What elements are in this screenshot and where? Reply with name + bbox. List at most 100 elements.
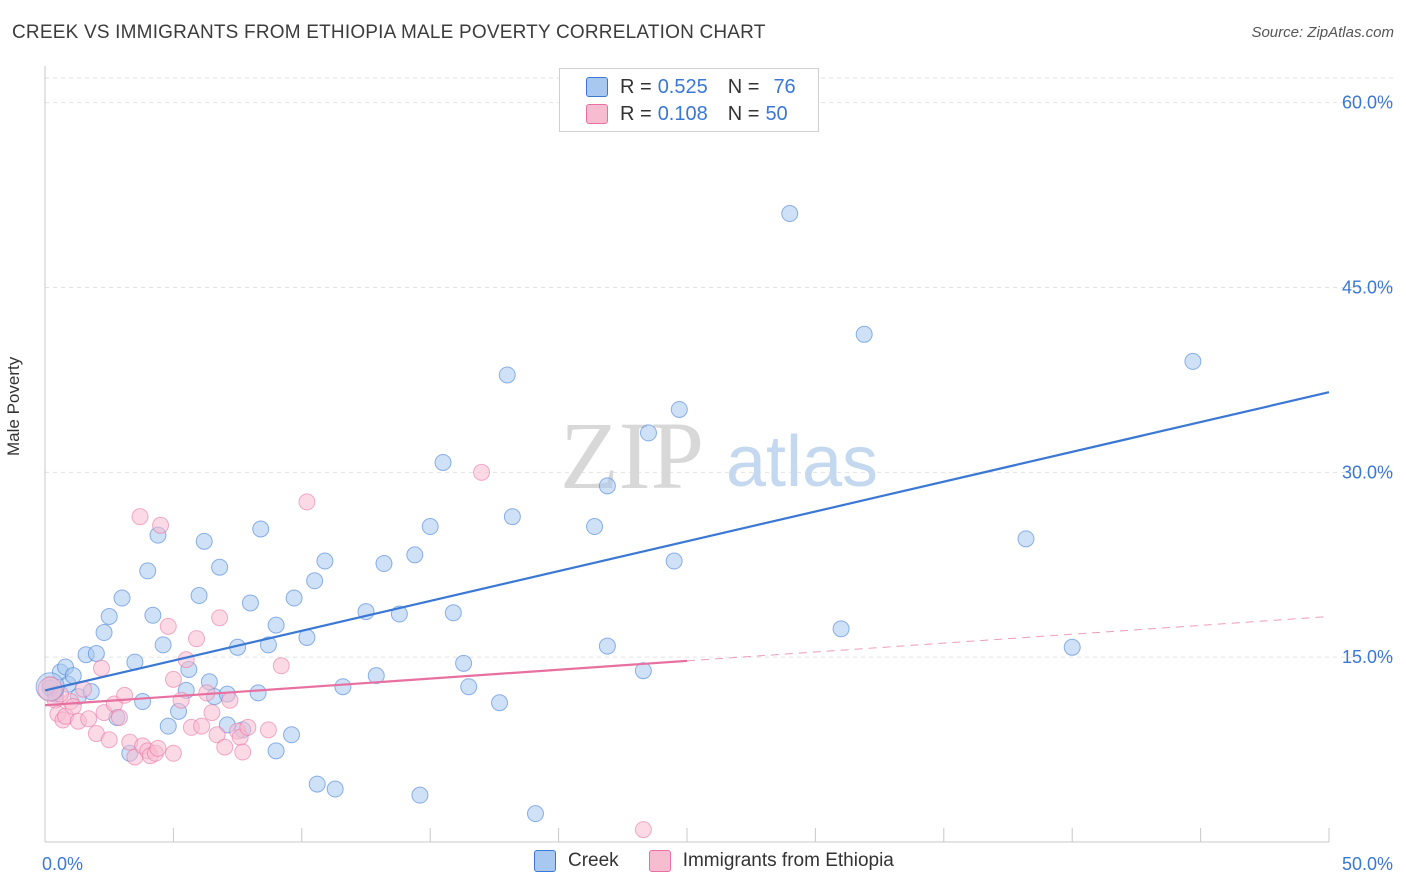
series-legend: Creek Immigrants from Ethiopia [534,850,924,872]
creek-point [144,606,162,624]
ethiopia-point [100,731,118,749]
n-label: N = [727,75,760,98]
creek-point [367,667,385,685]
ethiopia-swatch [586,104,608,124]
ethiopia-point [216,738,234,756]
ethiopia-trend-line [44,659,688,707]
ethiopia-point [110,709,128,727]
ethiopia-point [164,670,182,688]
y-axis-label: Male Poverty [4,356,23,456]
creek-point [316,552,334,570]
ethiopia-point [272,657,290,675]
legend-row-creek: R = 0.525 N = 76 [586,74,796,100]
creek-point [267,742,285,760]
ethiopia-n-value: 50 [765,102,788,125]
creek-point [100,607,118,625]
creek-point [444,604,462,622]
creek-legend-label: Creek [568,850,619,871]
creek-point [113,589,131,607]
creek-point [526,805,544,823]
creek-point [1184,352,1202,370]
legend-item-ethiopia: Immigrants from Ethiopia [648,850,894,872]
creek-point [134,693,152,711]
trend-lines [44,391,1330,707]
creek-point [503,508,521,526]
ethiopia-point [634,821,652,839]
creek-point [1017,530,1035,548]
creek-point [252,520,270,538]
creek-point [832,620,850,638]
creek-point [598,477,616,495]
creek-point [64,667,82,685]
r-label: R = [620,102,652,125]
ethiopia-legend-swatch [648,850,671,872]
creek-point [190,587,208,605]
creek-point [259,636,277,654]
creek-point [285,589,303,607]
r-label: R = [620,75,652,98]
ethiopia-point [188,630,206,648]
watermark: ZIP atlas [560,402,878,509]
creek-point [406,546,424,564]
creek-legend-swatch [534,850,556,872]
creek-point [308,775,326,793]
ethiopia-legend-label: Immigrants from Ethiopia [682,850,894,871]
ethiopia-point [152,516,170,534]
creek-point [665,552,683,570]
ethiopia-point [203,704,221,722]
axes [44,66,1330,843]
creek-point [781,205,799,223]
creek-point [598,637,616,655]
creek-r-value: 0.525 [657,75,708,98]
ethiopia-r-value: 0.108 [657,102,708,125]
creek-point [634,662,652,680]
creek-point [326,780,344,798]
creek-trend-line [44,391,1330,692]
x-tick-label: 50.0% [1342,854,1393,874]
ethiopia-point [211,609,229,627]
ethiopia-point [208,726,226,744]
y-tick-label: 30.0% [1342,462,1393,482]
ethiopia-point [131,508,149,526]
creek-point [639,424,657,442]
creek-point [460,678,478,696]
creek-point [211,558,229,576]
ethiopia-point [92,659,110,677]
ethiopia-point [149,739,167,757]
y-tick-label: 15.0% [1342,647,1393,667]
ethiopia-point [221,691,239,709]
creek-n-value: 76 [773,75,796,98]
creek-point [670,400,688,418]
creek-point [159,717,177,735]
watermark-atlas: atlas [726,422,878,502]
creek-point [241,594,259,612]
ethiopia-point [473,463,491,481]
ethiopia-point [80,710,98,728]
creek-swatch [586,77,608,97]
creek-point [87,644,105,662]
ethiopia-point [159,617,177,635]
x-tick-label: 0.0% [42,854,83,874]
creek-point [434,453,452,471]
ethiopia-point [164,744,182,762]
creek-point [375,555,393,573]
source-label: Source: ZipAtlas.com [1251,24,1394,41]
creek-point [855,325,873,343]
legend-item-creek: Creek [534,850,619,872]
ethiopia-point [298,493,316,511]
creek-point [455,654,473,672]
chart-title: CREEK VS IMMIGRANTS FROM ETHIOPIA MALE P… [12,22,766,43]
correlation-legend: R = 0.525 N = 76 R = 0.108 N = 50 [559,68,819,132]
n-label: N = [727,102,760,125]
creek-point [491,694,509,712]
creek-point [95,624,113,642]
creek-point [267,616,285,634]
ethiopia-point [239,718,257,736]
legend-row-ethiopia: R = 0.108 N = 50 [586,101,788,127]
creek-point [421,518,439,536]
creek-point [334,678,352,696]
creek-point [411,786,429,804]
y-tick-label: 60.0% [1342,93,1393,113]
creek-point [1063,638,1081,656]
